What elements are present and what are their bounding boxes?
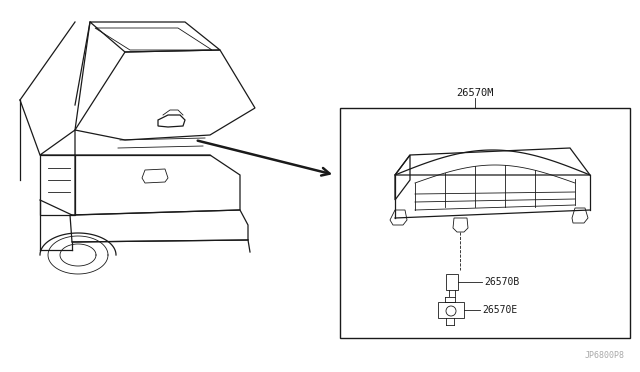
Text: 26570M: 26570M xyxy=(456,88,493,98)
Text: 26570E: 26570E xyxy=(482,305,517,315)
Text: JP6800P8: JP6800P8 xyxy=(585,351,625,360)
Bar xyxy=(438,302,464,318)
Bar xyxy=(340,108,630,338)
Text: 26570B: 26570B xyxy=(484,277,519,287)
Bar xyxy=(446,274,458,290)
